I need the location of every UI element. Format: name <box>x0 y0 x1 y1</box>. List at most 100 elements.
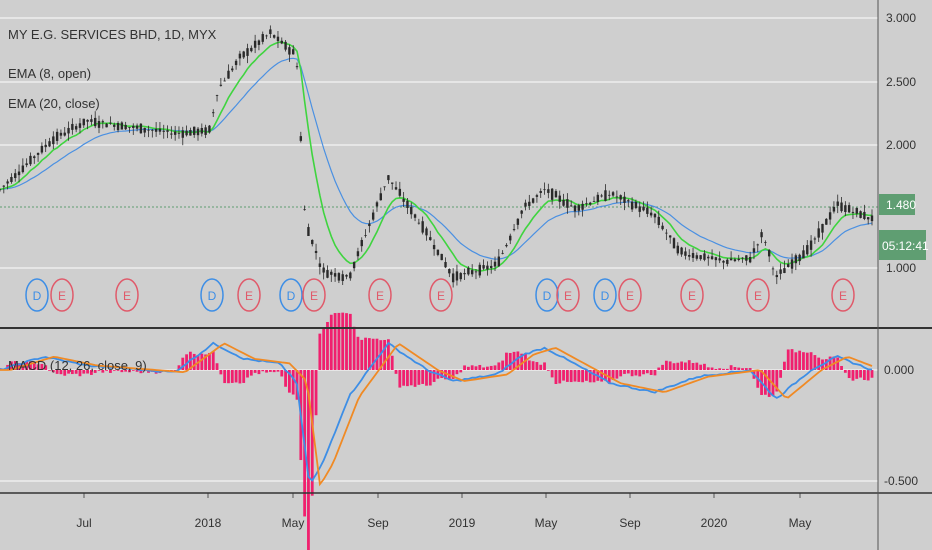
histogram-bar <box>139 370 143 374</box>
histogram-bar <box>246 370 249 378</box>
histogram-bar <box>89 370 93 375</box>
histogram-bar <box>744 368 748 370</box>
histogram-bar <box>501 360 505 370</box>
candle-body <box>341 274 344 282</box>
dividend-marker[interactable] <box>535 278 559 312</box>
dividend-marker[interactable] <box>279 278 303 312</box>
candle-body <box>554 191 558 198</box>
candle-body <box>802 250 805 259</box>
candle-body <box>581 203 584 210</box>
event-marker-label: E <box>376 289 384 303</box>
histogram-bar <box>531 361 535 370</box>
earnings-marker[interactable] <box>556 278 580 312</box>
histogram-bar <box>588 370 592 383</box>
candle-body <box>299 136 303 141</box>
event-marker-label: E <box>245 289 253 303</box>
timer-badge <box>879 230 926 260</box>
candle-body <box>828 212 832 220</box>
price-tick-label: 3.000 <box>886 11 916 25</box>
histogram-bar <box>862 370 866 380</box>
candle-body <box>345 274 348 277</box>
candle-body <box>539 191 542 193</box>
histogram-bar <box>78 370 82 377</box>
candle-body <box>566 199 569 208</box>
candle-body <box>745 255 748 261</box>
earnings-marker[interactable] <box>618 278 642 312</box>
histogram-bar <box>478 364 482 370</box>
price-badge-text: 1.480 <box>886 198 916 212</box>
histogram-bar <box>48 370 51 371</box>
candle-body <box>764 242 767 243</box>
histogram-bar <box>505 352 508 370</box>
candle-body <box>600 195 603 197</box>
histogram-bar <box>36 364 40 370</box>
earnings-marker[interactable] <box>237 278 261 312</box>
candle-body <box>646 207 649 214</box>
candle-body <box>170 133 173 135</box>
earnings-marker[interactable] <box>368 278 392 312</box>
earnings-marker[interactable] <box>680 278 704 312</box>
candle-body <box>307 227 310 237</box>
dividend-marker[interactable] <box>25 278 49 312</box>
earnings-marker[interactable] <box>302 278 326 312</box>
macd-tick-label: -0.500 <box>884 474 918 488</box>
histogram-bar <box>470 365 474 370</box>
candle-body <box>569 205 573 207</box>
candle-body <box>611 192 615 196</box>
histogram-bar <box>128 370 131 373</box>
histogram-bar <box>367 338 371 370</box>
candle-body <box>649 212 653 216</box>
candle-body <box>375 202 379 207</box>
earnings-marker[interactable] <box>50 278 74 312</box>
candle-body <box>798 254 801 262</box>
signal-line <box>0 342 873 487</box>
candle-body <box>276 36 280 42</box>
candle-body <box>193 126 196 135</box>
candle-body <box>360 239 363 247</box>
time-tick-label: 2019 <box>449 516 476 530</box>
histogram-bar <box>390 355 394 370</box>
candle-body <box>135 125 139 129</box>
histogram-bar <box>645 370 649 374</box>
grid-layer <box>0 17 878 482</box>
event-marker-label: D <box>287 289 296 303</box>
candle-body <box>10 177 13 182</box>
histogram-bar <box>276 370 280 372</box>
candle-body <box>695 255 699 259</box>
histogram-bar <box>859 370 862 378</box>
histogram-bar <box>809 352 813 370</box>
candle-body <box>726 259 729 264</box>
histogram-bar <box>493 365 497 370</box>
candle-body <box>444 262 447 268</box>
candle-body <box>74 126 78 130</box>
earnings-marker[interactable] <box>746 278 770 312</box>
candle-body <box>234 60 238 66</box>
earnings-marker[interactable] <box>115 278 139 312</box>
macd-layer <box>0 312 874 550</box>
candle-body <box>767 250 771 257</box>
earnings-marker[interactable] <box>429 278 453 312</box>
candle-body <box>429 237 432 241</box>
histogram-bar <box>535 362 539 370</box>
event-marker-label: E <box>123 289 131 303</box>
candle-body <box>349 272 352 279</box>
histogram-bar <box>577 370 581 382</box>
earnings-marker[interactable] <box>831 278 855 312</box>
histogram-bar <box>287 370 291 393</box>
candle-body <box>394 187 398 190</box>
candle-body <box>33 156 36 159</box>
histogram-bar <box>657 367 661 370</box>
histogram-bar <box>63 370 67 376</box>
ema-open-label: EMA (8, open) <box>8 66 91 81</box>
event-marker-label: E <box>754 289 762 303</box>
candle-body <box>387 175 390 181</box>
dividend-marker[interactable] <box>593 278 617 312</box>
histogram-bar <box>718 368 722 370</box>
histogram-bar <box>790 349 794 370</box>
candle-body <box>238 53 242 59</box>
histogram-bar <box>524 353 527 370</box>
dividend-marker[interactable] <box>200 278 224 312</box>
axis-layer: 3.000 2.500 2.000 1.000 0.000 -0.500 Jul 2018 Ma… <box>76 11 918 530</box>
candle-body <box>272 35 276 38</box>
candle-body <box>524 202 527 207</box>
